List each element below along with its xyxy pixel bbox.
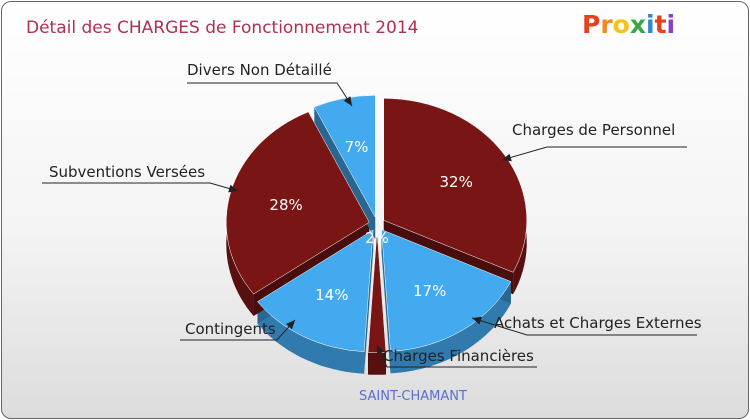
callout-label: Charges Financières [383,347,534,365]
commune-name: SAINT-CHAMANT [359,389,467,404]
label-group: 32% 17% 2% 14% 28% 7% Charges de Personnel Acha… [42,61,702,368]
proxiti-logo: Proxiti [582,10,675,39]
callout-label: Contingents [185,320,276,338]
slice-charges-de-personnel [383,98,527,273]
slice-percent-label: 32% [440,173,473,191]
callout-arrowhead [502,153,512,162]
callout-leader [471,317,697,336]
slice-side-3 [257,301,365,374]
callout-leader [42,182,239,192]
callout-label: Subventions Versées [49,163,205,181]
callout-label: Divers Non Détaillé [187,61,332,79]
slice-contingents [257,229,374,352]
callout-label: Charges de Personnel [512,121,675,139]
callout-arrowhead [286,320,295,330]
slice-percent-label: 28% [269,196,302,214]
callout-leader [501,146,687,161]
slice-percent-label: 14% [315,286,348,304]
callout-arrowhead [377,345,385,355]
slice-wall-1-1 [381,229,391,374]
callout-arrowhead [228,184,238,193]
slice-percent-label: 2% [365,229,389,247]
slice-side-2 [368,352,386,375]
slice-achats-et-charges-externes [381,229,512,352]
pie-group [226,95,527,375]
slice-percent-label: 17% [413,282,446,300]
slice-side-1 [390,281,511,374]
callout-arrowhead [343,96,352,106]
slice-wall-3-0 [364,229,374,374]
callout-label: Achats et Charges Externes [494,314,702,332]
slice-divers-non-d-taill- [314,95,376,218]
callout-arrowhead [472,316,482,325]
slice-percent-label: 7% [345,138,369,156]
callout-leader [187,82,353,107]
slice-charges-financi-res [367,230,387,354]
chart-title: Détail des CHARGES de Fonctionnement 201… [26,18,418,38]
